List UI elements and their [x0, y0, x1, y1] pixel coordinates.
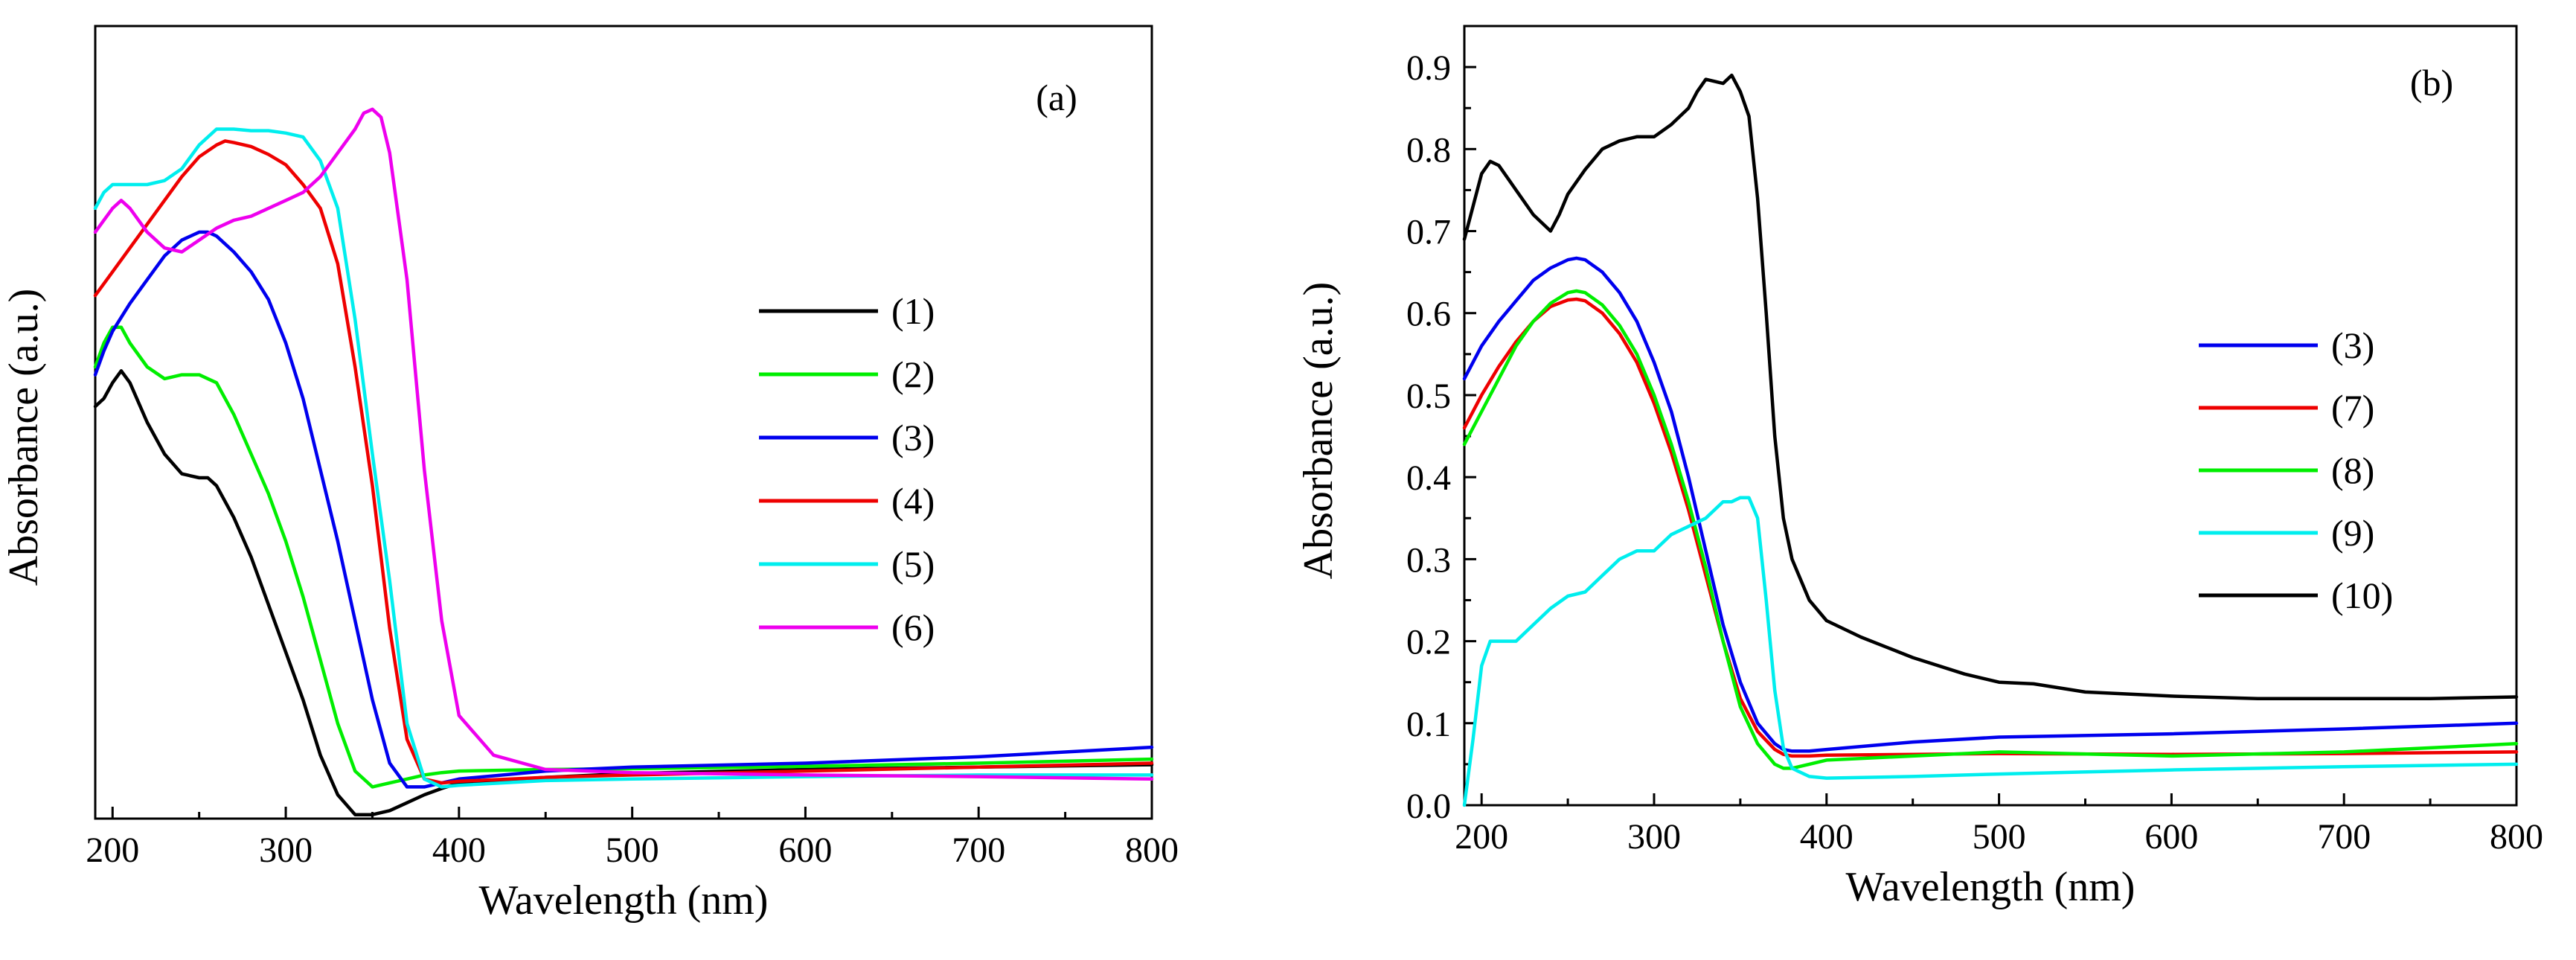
panel-b-chart: 200 300 400 500 600 700 800 0.0 0.1 0.2 0.3 0.4 0.5 0…: [1295, 25, 2543, 910]
x-axis-title-b: Wavelength (nm): [1846, 864, 2136, 910]
x-tick-label-a-200: 200: [86, 831, 139, 870]
x-tick-label-a-400: 400: [432, 831, 486, 870]
legend-label-a-5: (5): [891, 543, 935, 585]
series-line-b-9: [1462, 496, 2519, 807]
x-tick-label-b-600: 600: [2144, 817, 2198, 857]
x-tick-label-b-700: 700: [2317, 817, 2371, 857]
y-tick-label-b-6: 0.6: [1406, 295, 1451, 334]
series-line-a-4: [93, 139, 1154, 785]
x-tick-label-b-800: 800: [2490, 817, 2543, 857]
y-tick-label-b-9: 0.9: [1406, 48, 1451, 88]
plot-frame-a: [94, 25, 1153, 820]
series-line-b-8: [1462, 289, 2519, 770]
legend-label-a-3: (3): [891, 417, 935, 458]
y-tick-label-b-3: 0.3: [1406, 540, 1451, 580]
x-tick-label-b-500: 500: [1973, 817, 2026, 857]
panel-label-b: (b): [2410, 62, 2453, 103]
x-tick-label-a-800: 800: [1125, 831, 1179, 870]
y-tick-label-b-4: 0.4: [1406, 458, 1451, 498]
x-tick-label-b-200: 200: [1455, 817, 1508, 857]
legend-label-a-1: (1): [891, 290, 935, 332]
series-line-a-1: [93, 369, 1154, 816]
y-tick-label-b-7: 0.7: [1406, 213, 1451, 252]
x-tick-label-b-300: 300: [1627, 817, 1681, 857]
y-tick-label-b-1: 0.1: [1406, 705, 1451, 744]
plot-frame-b: [1463, 25, 2518, 807]
x-tick-label-a-600: 600: [778, 831, 832, 870]
series-line-a-3: [93, 230, 1154, 789]
x-tick-label-a-500: 500: [606, 831, 659, 870]
x-tick-label-b-400: 400: [1800, 817, 1853, 857]
series-line-a-2: [93, 325, 1154, 789]
panel-a-chart: 200 300 400 500 600 700 800 Wavelength (nm) Abso…: [1, 25, 1179, 924]
legend-label-a-6: (6): [891, 607, 935, 648]
x-axis-title-a: Wavelength (nm): [479, 877, 769, 924]
x-tick-label-a-700: 700: [952, 831, 1005, 870]
panel-label-a: (a): [1036, 77, 1077, 118]
y-tick-label-b-8: 0.8: [1406, 130, 1451, 170]
series-line-a-6: [93, 107, 1154, 781]
legend-label-b-7: (7): [2331, 387, 2374, 429]
legend-label-a-2: (2): [891, 353, 935, 395]
legend-label-b-10: (10): [2331, 575, 2393, 616]
y-tick-label-b-0: 0.0: [1406, 787, 1451, 826]
y-tick-label-b-5: 0.5: [1406, 377, 1451, 416]
series-line-a-5: [93, 127, 1154, 789]
series-line-b-10: [1462, 73, 2519, 700]
series-line-b-3: [1462, 256, 2519, 753]
legend-label-b-8: (8): [2331, 449, 2374, 491]
y-axis-title-a: Absorbance (a.u.): [1, 289, 47, 586]
y-tick-label-b-2: 0.2: [1406, 623, 1451, 662]
legend-label-a-4: (4): [891, 480, 935, 522]
legend-label-b-3: (3): [2331, 324, 2374, 366]
y-axis-title-b: Absorbance (a.u.): [1295, 282, 1342, 580]
legend-label-b-9: (9): [2331, 512, 2374, 554]
x-tick-label-a-300: 300: [259, 831, 313, 870]
